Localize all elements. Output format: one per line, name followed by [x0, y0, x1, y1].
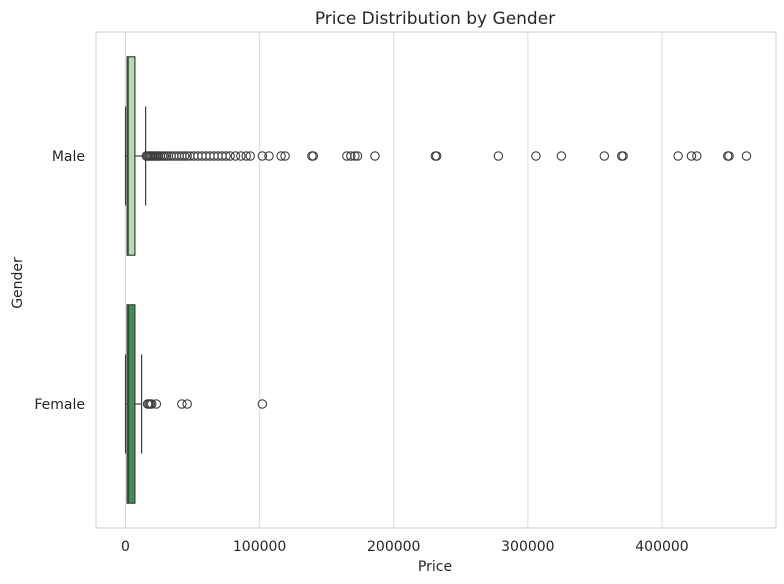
outlier-point	[599, 151, 610, 161]
outlier-point	[556, 151, 567, 161]
box-iqr	[126, 304, 136, 504]
box-female	[124, 304, 268, 504]
outlier-point	[280, 151, 290, 161]
boxes	[124, 56, 752, 504]
outlier-point	[370, 151, 380, 161]
outlier-point	[245, 151, 255, 161]
outlier-point	[724, 151, 734, 161]
x-tick-label: 200000	[367, 539, 420, 555]
y-tick-label: Female	[34, 397, 85, 413]
box-male	[124, 56, 752, 256]
outlier-point	[352, 151, 363, 161]
x-tick-label: 400000	[635, 539, 688, 555]
outlier-point	[276, 151, 286, 161]
outlier-point	[493, 151, 504, 161]
outlier-point	[236, 151, 246, 161]
outlier-point	[230, 151, 241, 161]
grid-lines	[125, 32, 663, 528]
chart-title: Price Distribution by Gender	[315, 9, 555, 29]
outlier-point	[257, 151, 268, 161]
plot-area	[95, 31, 777, 529]
outlier-point	[182, 399, 192, 409]
y-axis-label: Gender	[10, 257, 26, 309]
outlier-point	[151, 399, 162, 409]
outlier-point	[350, 151, 360, 161]
outlier-point	[264, 151, 274, 161]
outlier-point	[531, 151, 541, 161]
outlier-point	[146, 399, 157, 409]
outlier-point	[177, 399, 187, 409]
outlier-point	[346, 151, 356, 161]
outlier-point	[308, 151, 319, 161]
x-tick-label: 300000	[501, 539, 554, 555]
outlier-point	[179, 151, 190, 161]
outlier-point	[618, 151, 628, 161]
outlier-point	[241, 151, 251, 161]
x-axis-label: Price	[418, 559, 452, 575]
outlier-point	[673, 151, 683, 161]
outlier-point	[741, 151, 752, 161]
outlier-point	[221, 151, 231, 161]
x-tick-label: 100000	[233, 539, 286, 555]
outlier-point	[686, 151, 697, 161]
outlier-point	[225, 151, 235, 161]
outlier-point	[692, 151, 702, 161]
y-tick-label: Male	[52, 149, 85, 165]
x-tick-label: 0	[121, 539, 130, 555]
box-iqr	[126, 56, 136, 256]
y-axis-ticks: Male Female	[34, 149, 85, 413]
outlier-point	[431, 151, 442, 161]
outlier-point	[257, 399, 268, 409]
x-axis-ticks: 0 100000 200000 300000 400000	[121, 539, 689, 555]
outlier-point	[182, 151, 192, 161]
